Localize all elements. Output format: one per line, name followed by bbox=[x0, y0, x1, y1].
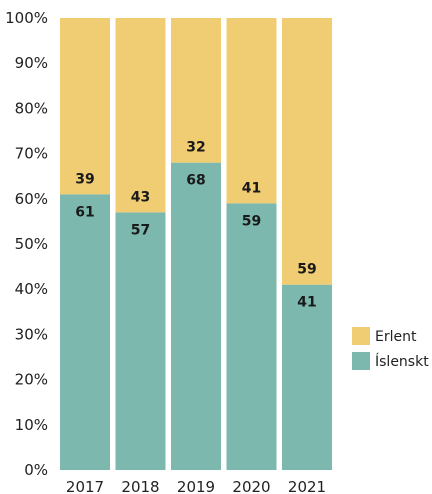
legend-label: Íslenskt bbox=[375, 353, 429, 370]
x-tick-label: 2019 bbox=[177, 478, 215, 494]
x-tick-label: 2017 bbox=[66, 478, 104, 494]
bar-segment-2020-islenskt bbox=[226, 203, 277, 470]
data-label: 43 bbox=[131, 189, 150, 205]
x-tick-label: 2021 bbox=[288, 478, 326, 494]
x-axis: 2017 2018 2019 2020 2021 bbox=[66, 478, 326, 494]
y-tick-label: 100% bbox=[5, 9, 48, 27]
y-tick-label: 70% bbox=[15, 145, 48, 163]
y-tick-label: 60% bbox=[15, 190, 48, 208]
y-tick-label: 80% bbox=[15, 99, 48, 117]
x-tick-label: 2020 bbox=[232, 478, 270, 494]
data-label: 32 bbox=[186, 140, 205, 156]
data-labels: 61 39 57 43 68 32 59 41 41 59 bbox=[75, 140, 316, 311]
bar-segment-2020-erlent bbox=[226, 18, 277, 204]
data-label: 41 bbox=[297, 295, 316, 311]
bar-segment-2021-islenskt bbox=[282, 284, 332, 470]
data-label: 61 bbox=[75, 204, 94, 220]
y-tick-label: 10% bbox=[15, 416, 48, 434]
y-tick-label: 40% bbox=[15, 280, 48, 298]
x-tick-label: 2018 bbox=[121, 478, 159, 494]
data-label: 68 bbox=[186, 173, 205, 189]
y-tick-label: 90% bbox=[15, 54, 48, 72]
bar-segment-2019-islenskt bbox=[171, 162, 221, 470]
legend-swatch bbox=[352, 327, 370, 345]
bar-segment-2018-erlent bbox=[115, 18, 166, 213]
y-tick-label: 20% bbox=[15, 371, 48, 389]
bar-segment-2019-erlent bbox=[171, 18, 221, 163]
bar-segment-2017-erlent bbox=[60, 18, 110, 195]
bar-segment-2021-erlent bbox=[282, 18, 332, 285]
legend-label: Erlent bbox=[375, 329, 417, 345]
data-label: 59 bbox=[297, 262, 316, 278]
legend-swatch bbox=[352, 352, 370, 370]
bars bbox=[60, 18, 332, 471]
y-tick-label: 30% bbox=[15, 325, 48, 343]
data-label: 39 bbox=[75, 171, 94, 187]
y-axis: 0% 10% 20% 30% 40% 50% 60% 70% 80% 90% 100% bbox=[5, 9, 48, 479]
bar-segment-2017-islenskt bbox=[60, 194, 110, 470]
y-tick-label: 50% bbox=[15, 235, 48, 253]
data-label: 57 bbox=[131, 222, 150, 238]
data-label: 41 bbox=[242, 180, 261, 196]
legend: Erlent Íslenskt bbox=[352, 327, 429, 370]
bar-segment-2018-islenskt bbox=[115, 212, 166, 471]
y-tick-label: 0% bbox=[24, 461, 48, 479]
data-label: 59 bbox=[242, 213, 261, 229]
